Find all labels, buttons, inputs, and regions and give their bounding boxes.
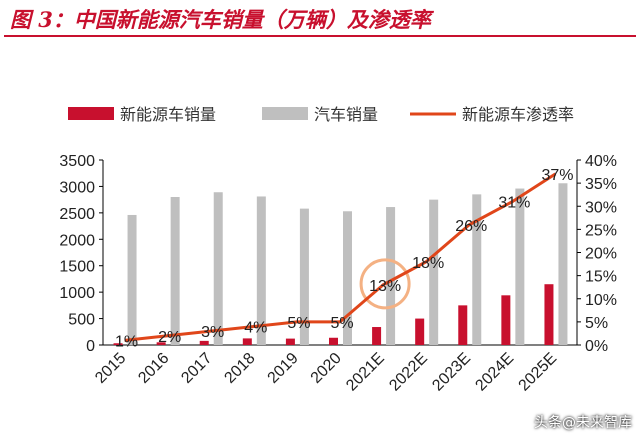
x-tick-label: 2022E (386, 350, 431, 395)
bar-total-sales (472, 194, 482, 345)
bar-nev-sales (156, 342, 166, 345)
x-tick-label: 2024E (472, 350, 517, 395)
bar-nev-sales (458, 305, 468, 345)
penetration-data-label: 18% (412, 255, 444, 272)
y-right-tick-label: 0% (585, 338, 608, 355)
bar-nev-sales (544, 284, 554, 345)
penetration-data-label: 3% (201, 324, 224, 341)
bar-nev-sales (285, 338, 295, 345)
y-left-tick-label: 2000 (59, 232, 95, 249)
x-tick-label: 2020 (308, 350, 345, 387)
legend-swatch-nev (68, 107, 114, 120)
bar-total-sales (170, 197, 180, 345)
legend-label-nev: 新能源车销量 (120, 105, 216, 124)
watermark: 头条@未来智库 (534, 415, 632, 431)
x-tick-label: 2021E (343, 350, 388, 395)
title-divider (4, 35, 636, 37)
y-left-tick-label: 3500 (59, 153, 95, 170)
penetration-data-label: 4% (244, 320, 267, 337)
legend-swatch-total (262, 107, 308, 120)
y-left-tick-label: 500 (68, 312, 95, 329)
bar-total-sales (429, 199, 439, 345)
y-right-tick-label: 5% (585, 315, 608, 332)
bar-nev-sales (372, 327, 382, 345)
bar-nev-sales (113, 343, 123, 345)
bar-total-sales (343, 211, 352, 345)
bar-total-sales (213, 192, 223, 345)
penetration-data-label: 1% (115, 333, 138, 350)
y-right-tick-label: 25% (585, 222, 617, 239)
bar-total-sales (515, 188, 525, 345)
x-tick-label: 2017 (178, 350, 215, 387)
y-right-tick-label: 40% (585, 153, 617, 170)
y-right-tick-label: 20% (585, 246, 617, 263)
bar-nev-sales (199, 340, 209, 345)
bar-nev-sales (415, 318, 425, 345)
x-tick-label: 2018 (221, 350, 258, 387)
x-tick-label: 2015 (92, 350, 129, 387)
y-right-tick-label: 35% (585, 176, 617, 193)
bar-nev-sales (242, 338, 252, 345)
bar-total-sales (299, 208, 309, 345)
x-tick-label: 2016 (135, 350, 172, 387)
bar-nev-sales (501, 295, 511, 345)
penetration-data-label: 37% (541, 167, 573, 184)
highlight-circle (359, 258, 411, 310)
bar-total-sales (558, 183, 568, 345)
penetration-data-label: 5% (330, 315, 353, 332)
penetration-data-label: 2% (158, 329, 181, 346)
y-right-tick-label: 15% (585, 269, 617, 286)
legend-label-total: 汽车销量 (314, 105, 378, 124)
penetration-data-label: 31% (498, 195, 530, 212)
penetration-data-label: 13% (369, 278, 401, 295)
legend-label-line: 新能源车渗透率 (462, 105, 574, 124)
penetration-data-label: 26% (455, 218, 487, 235)
y-left-tick-label: 3000 (59, 179, 95, 196)
x-tick-label: 2025E (516, 350, 561, 395)
penetration-data-label: 5% (287, 315, 310, 332)
bar-total-sales (127, 214, 137, 345)
y-left-tick-label: 1000 (59, 285, 95, 302)
x-tick-label: 2019 (265, 350, 302, 387)
x-tick-label: 2023E (429, 350, 474, 395)
chart-title: 图 3：中国新能源汽车销量（万辆）及渗透率 (10, 7, 431, 32)
line-penetration (124, 172, 557, 342)
bar-nev-sales (329, 337, 338, 345)
y-left-tick-label: 0 (86, 338, 95, 355)
y-left-tick-label: 1500 (59, 259, 95, 276)
y-right-tick-label: 30% (585, 199, 617, 216)
bar-total-sales (386, 207, 396, 345)
bar-total-sales (256, 196, 266, 345)
y-left-tick-label: 2500 (59, 206, 95, 223)
y-right-tick-label: 10% (585, 292, 617, 309)
